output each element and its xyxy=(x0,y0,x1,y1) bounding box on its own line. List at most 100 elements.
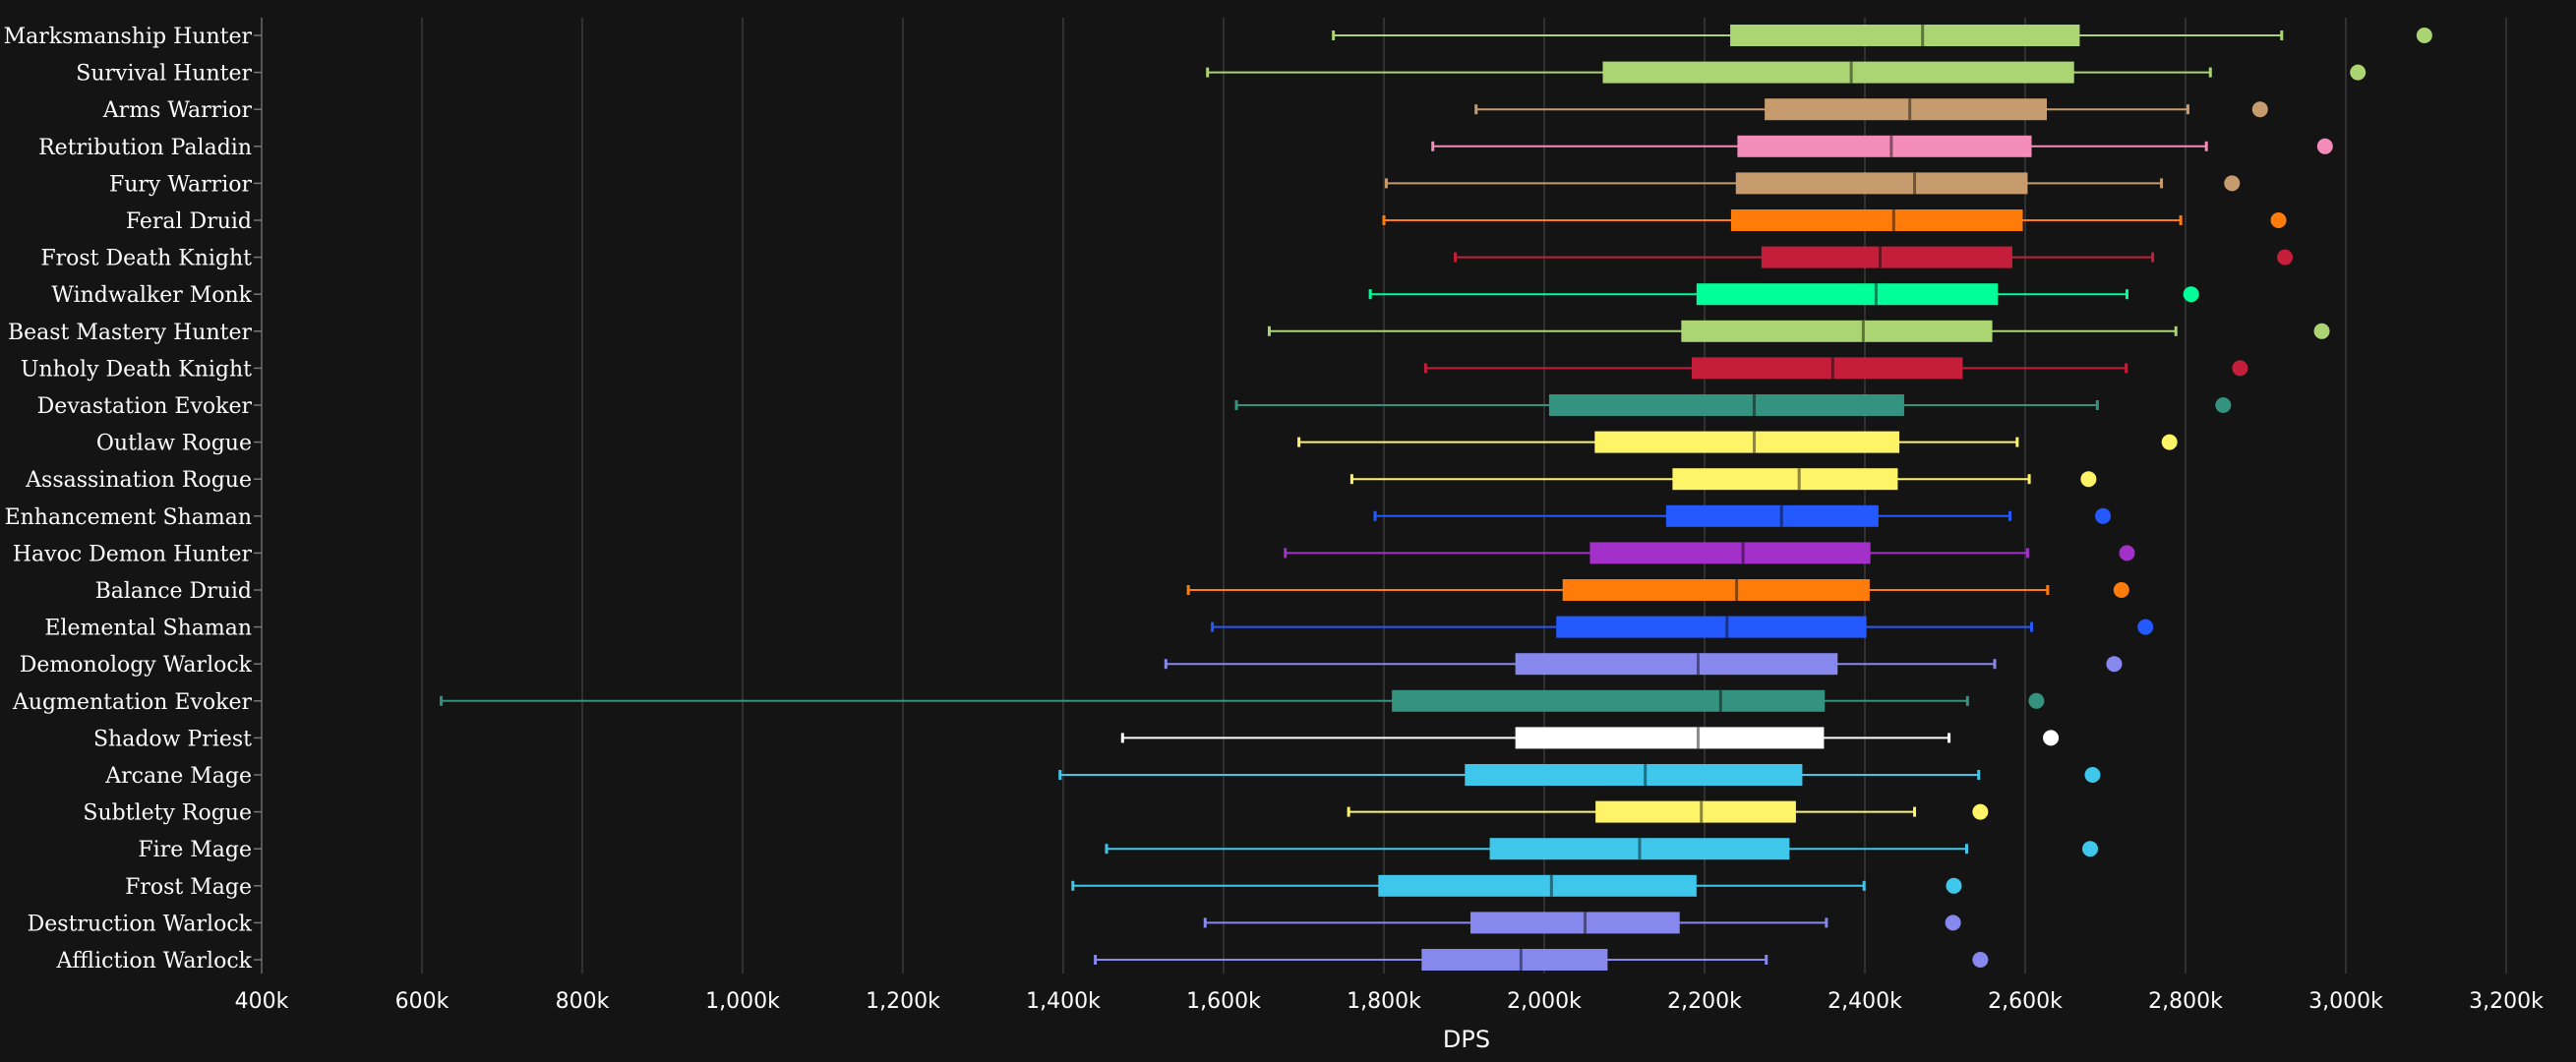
x-tick-label: 1,600k xyxy=(1186,989,1261,1014)
category-label: Elemental Shaman xyxy=(44,617,252,641)
iqr-box xyxy=(1691,357,1963,380)
iqr-box xyxy=(1672,468,1898,491)
category-label: Enhancement Shaman xyxy=(5,505,252,530)
iqr-box xyxy=(1594,431,1900,453)
x-tick-label: 800k xyxy=(556,989,610,1014)
category-label: Marksmanship Hunter xyxy=(4,25,253,49)
outlier-point xyxy=(2277,249,2294,266)
iqr-box xyxy=(1515,653,1838,676)
category-label: Outlaw Rogue xyxy=(96,432,252,456)
iqr-box xyxy=(1737,135,2032,157)
outlier-point xyxy=(2095,507,2112,524)
category-label: Shadow Priest xyxy=(93,727,252,751)
iqr-box xyxy=(1730,25,2080,46)
category-label: Retribution Paladin xyxy=(38,136,252,160)
iqr-box xyxy=(1761,246,2012,268)
box-group xyxy=(1454,246,2294,268)
x-tick-label: 2,000k xyxy=(1507,989,1582,1014)
iqr-box xyxy=(1548,394,1904,416)
outlier-point xyxy=(2215,397,2232,413)
iqr-box xyxy=(1589,542,1871,564)
outlier-point xyxy=(2224,175,2241,192)
iqr-box xyxy=(1515,727,1825,749)
box-group xyxy=(1368,283,2199,306)
box-group xyxy=(1164,653,2123,676)
outlier-point xyxy=(1945,914,1961,931)
x-tick-label: 2,800k xyxy=(2148,989,2223,1014)
category-label: Feral Druid xyxy=(126,209,252,234)
outlier-point xyxy=(1972,952,1989,968)
category-label: Demonology Warlock xyxy=(20,653,253,678)
box-group xyxy=(1234,394,2232,416)
outlier-point xyxy=(2161,434,2178,450)
x-tick-label: 2,600k xyxy=(1988,989,2063,1014)
category-label: Destruction Warlock xyxy=(28,912,253,936)
category-label: Fury Warrior xyxy=(109,172,253,197)
outlier-point xyxy=(2080,471,2097,488)
category-label: Beast Mastery Hunter xyxy=(8,321,253,345)
x-axis-title: DPS xyxy=(1443,1026,1490,1053)
category-label: Survival Hunter xyxy=(76,62,252,87)
box-group xyxy=(1423,357,2248,380)
box-group xyxy=(1120,727,2060,749)
box-group xyxy=(1058,764,2101,786)
category-label: Havoc Demon Hunter xyxy=(13,542,253,566)
iqr-box xyxy=(1765,98,2048,121)
outlier-point xyxy=(2028,692,2045,709)
outlier-point xyxy=(1972,803,1989,820)
iqr-box xyxy=(1602,61,2074,84)
category-label: Assassination Rogue xyxy=(25,468,252,493)
box-group xyxy=(1373,504,2112,527)
box-group xyxy=(1284,542,2135,564)
outlier-point xyxy=(2113,582,2129,598)
box-group xyxy=(1267,320,2330,342)
box-group xyxy=(1105,838,2099,860)
category-labels: Marksmanship Hunter Survival Hunter Arms W… xyxy=(4,25,253,974)
x-tick-label: 3,000k xyxy=(2308,989,2383,1014)
box-group xyxy=(1203,912,1961,934)
iqr-box xyxy=(1562,579,1870,601)
x-tick-label: 400k xyxy=(235,989,289,1014)
iqr-box xyxy=(1470,912,1680,934)
iqr-box xyxy=(1665,504,1879,527)
outlier-point xyxy=(2270,212,2287,228)
category-label: Augmentation Evoker xyxy=(12,690,253,715)
category-label: Balance Druid xyxy=(95,579,252,604)
category-label: Windwalker Monk xyxy=(51,283,252,308)
iqr-box xyxy=(1421,949,1608,971)
box-series xyxy=(440,25,2432,971)
outlier-point xyxy=(2316,138,2333,154)
outlier-point xyxy=(2183,286,2199,303)
x-tick-label: 2,400k xyxy=(1827,989,1902,1014)
box-group xyxy=(1186,579,2129,601)
x-tick-label: 1,800k xyxy=(1347,989,1421,1014)
outlier-point xyxy=(2119,545,2135,561)
category-label: Arcane Mage xyxy=(104,764,252,789)
box-group xyxy=(1297,431,2178,453)
box-group xyxy=(1384,172,2241,195)
box-group xyxy=(1071,874,1962,897)
box-group xyxy=(1206,61,2366,84)
outlier-point xyxy=(2313,323,2330,339)
box-group xyxy=(1347,800,1989,823)
iqr-box xyxy=(1556,616,1867,638)
iqr-box xyxy=(1595,800,1796,823)
outlier-point xyxy=(2251,101,2268,118)
x-tick-label: 1,000k xyxy=(705,989,780,1014)
iqr-box xyxy=(1392,689,1826,712)
iqr-box xyxy=(1730,209,2023,231)
outlier-point xyxy=(2350,64,2366,81)
box-group xyxy=(1474,98,2268,121)
category-label: Unholy Death Knight xyxy=(21,357,252,382)
outlier-point xyxy=(2082,841,2099,857)
iqr-box xyxy=(1465,764,1803,786)
outlier-point xyxy=(1946,877,1962,894)
box-group xyxy=(440,689,2045,712)
box-group xyxy=(1094,949,1989,971)
category-label: Subtlety Rogue xyxy=(83,801,252,826)
iqr-box xyxy=(1378,874,1697,897)
box-group xyxy=(1431,135,2333,157)
box-group xyxy=(1382,209,2287,231)
